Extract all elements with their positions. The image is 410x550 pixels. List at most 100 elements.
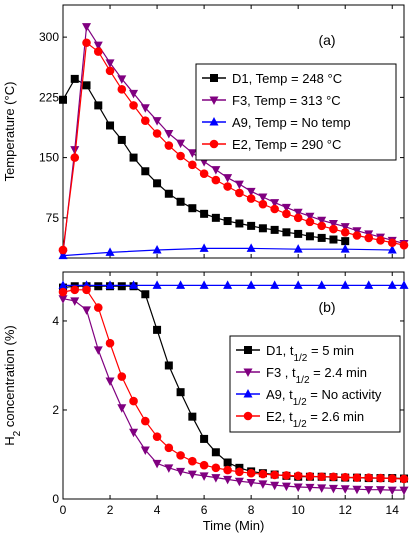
data-point xyxy=(352,473,362,482)
data-point xyxy=(305,217,315,227)
series-3 xyxy=(58,243,397,260)
data-point xyxy=(270,225,279,234)
data-point xyxy=(153,179,162,188)
data-point xyxy=(93,41,103,51)
data-point xyxy=(317,233,326,242)
data-point xyxy=(246,479,256,488)
data-point xyxy=(258,193,268,202)
data-point xyxy=(294,229,303,238)
data-point xyxy=(200,434,209,443)
legend-marker xyxy=(244,346,252,354)
y-tick-label: 75 xyxy=(46,211,60,225)
data-point xyxy=(399,474,409,484)
data-point xyxy=(282,471,291,480)
data-point xyxy=(93,346,103,355)
y-axis-label: Temperature (°C) xyxy=(2,82,17,182)
data-point xyxy=(387,244,397,254)
y-tick-label: 4 xyxy=(52,314,59,328)
data-point xyxy=(211,474,221,483)
plot-frame xyxy=(62,271,405,500)
data-point xyxy=(94,101,103,110)
legend-marker xyxy=(209,117,219,126)
data-point xyxy=(117,282,126,291)
plot-frame xyxy=(62,4,405,259)
data-point xyxy=(328,484,338,494)
data-point xyxy=(317,472,326,482)
data-point xyxy=(70,153,80,162)
data-point xyxy=(199,280,209,289)
legend-entry: E2, Temp = 290 °C xyxy=(232,137,341,152)
data-point xyxy=(387,238,397,248)
data-point xyxy=(305,472,315,481)
data-point xyxy=(352,485,362,495)
data-point xyxy=(340,485,350,494)
data-point xyxy=(399,486,409,496)
data-point xyxy=(211,448,220,457)
legend-marker xyxy=(209,96,219,105)
data-point xyxy=(281,203,291,213)
data-point xyxy=(340,472,350,482)
data-point xyxy=(199,472,209,481)
data-point xyxy=(329,472,338,482)
y-tick-label: 300 xyxy=(39,30,59,44)
data-point xyxy=(235,188,244,198)
data-point xyxy=(364,233,374,243)
panel-b: 0 2 4 6 8 10 12 14 0 2 4 H2 concentration (%) Time (… xyxy=(2,271,409,533)
data-point xyxy=(187,149,197,158)
data-point xyxy=(387,486,397,496)
series-3 xyxy=(58,280,409,289)
data-point xyxy=(246,243,256,252)
data-point xyxy=(375,486,385,495)
data-point xyxy=(211,166,221,175)
data-point xyxy=(317,221,326,231)
data-point xyxy=(70,297,80,306)
data-point xyxy=(234,180,244,190)
y-tick-label: 0 xyxy=(52,492,59,506)
data-point xyxy=(58,280,68,289)
y-tick-label: 150 xyxy=(39,151,59,165)
data-point xyxy=(247,221,256,230)
data-point xyxy=(152,129,162,138)
data-point xyxy=(105,247,115,256)
data-point xyxy=(258,469,268,479)
data-point xyxy=(93,47,103,56)
data-point xyxy=(58,250,68,260)
data-point xyxy=(211,213,220,222)
legend-marker xyxy=(210,74,218,82)
data-point xyxy=(188,204,197,213)
data-point xyxy=(270,199,280,208)
data-point xyxy=(58,245,68,255)
x-tick-label: 0 xyxy=(60,503,67,517)
data-point xyxy=(258,224,267,233)
data-point xyxy=(129,280,139,289)
data-point xyxy=(352,231,362,240)
data-point xyxy=(176,139,186,149)
y-axis-label: H2 concentration (%) xyxy=(2,325,23,445)
data-point xyxy=(340,244,350,253)
data-point xyxy=(305,483,315,493)
data-point xyxy=(176,151,185,161)
data-point xyxy=(58,287,68,297)
data-point xyxy=(129,89,139,99)
panel-label: (a) xyxy=(318,32,335,48)
data-point xyxy=(293,213,303,223)
x-tick-label: 4 xyxy=(154,503,161,517)
data-point xyxy=(164,130,174,139)
data-point xyxy=(399,240,409,250)
data-point xyxy=(140,104,150,113)
data-point xyxy=(293,208,303,218)
series-2 xyxy=(58,295,409,496)
x-tick-label: 14 xyxy=(386,503,400,517)
series-line xyxy=(62,247,393,257)
data-point xyxy=(340,223,350,232)
data-point xyxy=(141,416,150,426)
data-point xyxy=(117,85,127,94)
data-point xyxy=(140,446,150,456)
x-tick-label: 10 xyxy=(291,503,305,517)
x-axis-label: Time (Min) xyxy=(203,518,265,533)
data-point xyxy=(164,189,173,198)
data-point xyxy=(364,280,374,289)
data-point xyxy=(293,280,303,289)
series-2 xyxy=(58,23,409,259)
data-point xyxy=(176,280,186,289)
